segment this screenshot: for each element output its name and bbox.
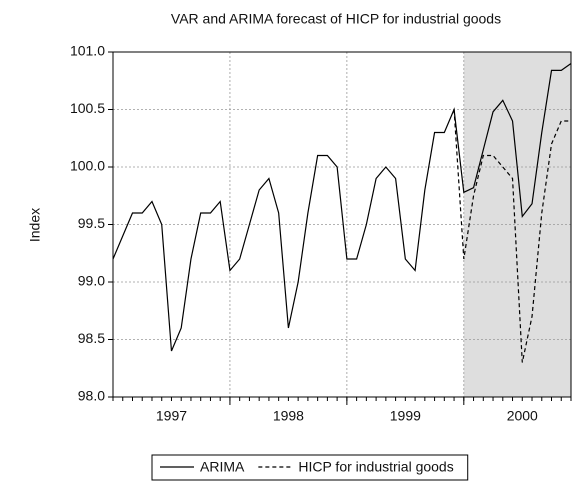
legend: ARIMA HICP for industrial goods bbox=[151, 454, 469, 481]
x-tick-label: 2000 bbox=[507, 408, 538, 424]
y-tick-label: 98.0 bbox=[78, 388, 105, 404]
legend-box bbox=[151, 454, 469, 481]
x-tick-label: 1998 bbox=[273, 408, 304, 424]
series-line bbox=[112, 63, 572, 352]
y-axis-label: Index bbox=[27, 208, 43, 242]
y-tick-label: 98.5 bbox=[78, 330, 105, 346]
legend-label: HICP for industrial goods bbox=[298, 459, 453, 475]
y-tick-label: 100.5 bbox=[70, 100, 105, 116]
y-tick-label: 101.0 bbox=[70, 43, 105, 59]
x-tick-label: 1997 bbox=[156, 408, 187, 424]
legend-label: ARIMA bbox=[200, 459, 245, 475]
x-tick-label: 1999 bbox=[390, 408, 421, 424]
y-tick-label: 99.5 bbox=[78, 215, 105, 231]
chart-title: VAR and ARIMA forecast of HICP for indus… bbox=[171, 11, 501, 27]
series-line bbox=[453, 109, 571, 363]
plot-frame bbox=[112, 51, 572, 398]
y-tick-label: 100.0 bbox=[70, 158, 105, 174]
y-tick-label: 99.0 bbox=[78, 273, 105, 289]
